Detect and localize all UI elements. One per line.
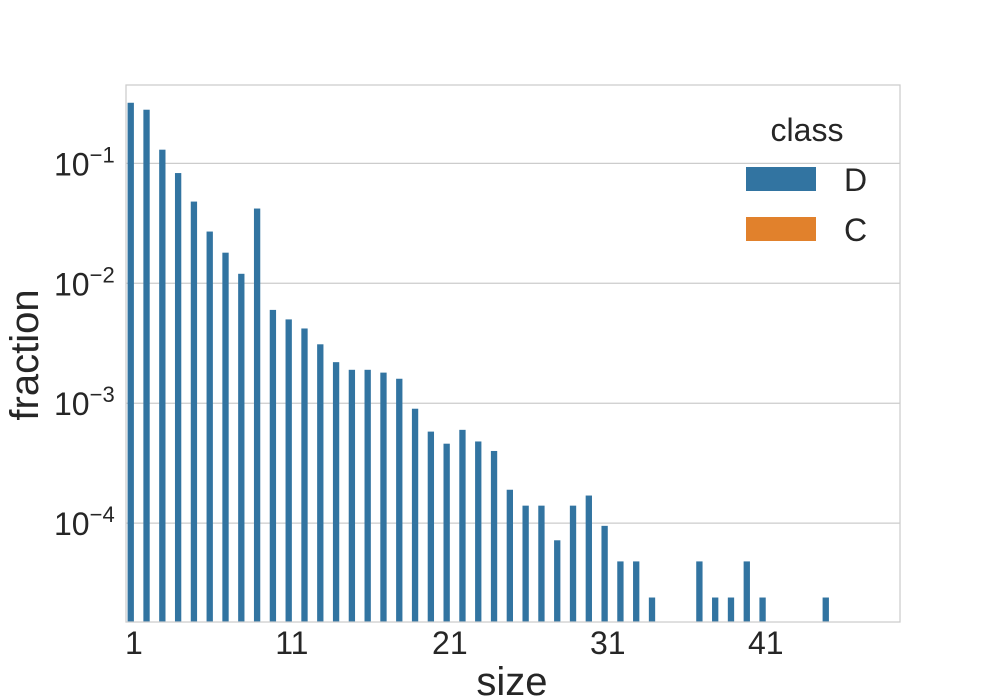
bar-d-26	[522, 505, 529, 622]
bar-d-14	[332, 362, 340, 622]
bar-d-15	[348, 369, 356, 622]
bar-d-21	[443, 443, 450, 622]
x-axis-label: size	[476, 660, 547, 700]
bar-d-16	[364, 369, 371, 622]
legend-label-c: C	[844, 212, 867, 248]
bar-d-31	[601, 525, 608, 622]
x-tick-label: 41	[748, 625, 784, 661]
y-tick-label: 10−3	[54, 382, 115, 422]
bar-d-38	[712, 597, 719, 622]
bar-d-1	[127, 102, 134, 622]
bar-d-6	[206, 231, 213, 623]
bar-d-30	[585, 495, 592, 622]
x-tick-label: 11	[275, 625, 308, 661]
bar-d-18	[396, 378, 403, 622]
y-tick-label: 10−4	[54, 502, 115, 542]
bar-d-12	[301, 328, 308, 622]
y-axis-label: fraction	[3, 289, 47, 420]
legend-swatch-c	[746, 217, 816, 241]
bar-d-3	[159, 149, 166, 622]
bar-d-33	[633, 561, 640, 622]
bar-d-27	[538, 505, 545, 622]
legend-swatch-d	[746, 167, 816, 191]
legend-label-d: D	[844, 162, 867, 198]
y-tick-labels: 10−1 10−2 10−3 10−4	[54, 142, 115, 542]
bar-d-28	[554, 540, 561, 622]
x-tick-label: 1	[125, 625, 143, 661]
legend-title: class	[771, 112, 844, 148]
bar-d-22	[459, 429, 466, 622]
bar-d-34	[648, 597, 656, 622]
bar-d-37	[696, 561, 703, 622]
bar-d-2	[143, 109, 150, 622]
bar-d-20	[427, 431, 435, 622]
y-tick-label: 10−2	[54, 262, 115, 302]
bar-d-13	[317, 344, 324, 622]
bar-d-40	[743, 561, 750, 622]
bar-d-24	[490, 450, 498, 622]
bar-d-29	[569, 505, 577, 622]
plot-frame	[125, 84, 901, 623]
bar-d-4	[174, 173, 182, 623]
bar-d-10	[269, 309, 277, 622]
bar-d-23	[475, 441, 482, 622]
bar-d-45	[822, 597, 829, 622]
bar-d-8	[238, 273, 245, 622]
bar-d-39	[727, 597, 735, 622]
bar-d-32	[617, 561, 624, 622]
bar-d-7	[222, 252, 229, 622]
bar-d-9	[253, 208, 261, 622]
y-tick-label: 10−1	[54, 142, 115, 182]
bar-d-41	[759, 597, 766, 622]
x-tick-label: 31	[590, 625, 626, 661]
legend: class D C	[746, 112, 867, 248]
bar-d-19	[411, 408, 419, 622]
bar-d-17	[380, 372, 387, 622]
x-tick-label: 21	[432, 625, 468, 661]
bar-d-5	[190, 201, 198, 622]
x-tick-labels: 1 11 21 31 41	[125, 625, 784, 661]
bars	[127, 102, 829, 623]
bar-d-25	[506, 489, 513, 622]
bar-d-11	[285, 319, 292, 622]
